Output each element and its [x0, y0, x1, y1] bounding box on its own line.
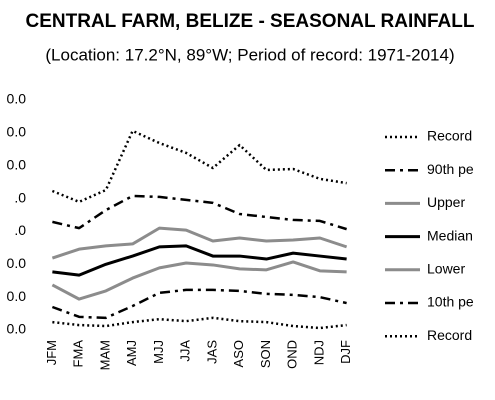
legend-label: Record: [427, 128, 472, 144]
x-tick-label: FMA: [71, 340, 86, 368]
series-line: [52, 244, 347, 277]
x-tick-label: DJF: [338, 340, 353, 364]
series-line: [51, 226, 348, 260]
series-line: [52, 194, 347, 231]
x-tick-label: JJA: [178, 340, 193, 362]
legend-label: Median: [427, 227, 473, 243]
y-tick-label: 0.0: [7, 156, 27, 172]
y-tick-label: 0.0: [7, 124, 27, 140]
series-line: [51, 129, 347, 204]
x-tick-label: JAS: [204, 340, 219, 364]
series-line: [51, 260, 347, 301]
legend-label: 10th pe: [427, 294, 474, 310]
x-tick-label: MJJ: [151, 340, 166, 364]
x-tick-label: NDJ: [311, 340, 326, 365]
legend-label: 90th pe: [427, 161, 474, 177]
y-tick-label: 0.0: [7, 288, 27, 304]
y-tick-label: 0.0: [7, 255, 27, 271]
x-tick-label: JFM: [44, 340, 59, 365]
y-tick-label: 0.0: [7, 321, 27, 337]
y-tick-label: 0.0: [7, 91, 27, 107]
chart-title: CENTRAL FARM, BELIZE - SEASONAL RAINFALL: [26, 11, 475, 32]
series-line: [52, 316, 347, 330]
x-tick-label: MAM: [97, 340, 112, 370]
series-line: [51, 288, 347, 320]
x-tick-label: OND: [285, 340, 300, 369]
legend-label: Lower: [427, 261, 465, 277]
chart-subtitle: (Location: 17.2°N, 89°W; Period of recor…: [45, 45, 454, 64]
x-tick-label: ASO: [231, 340, 246, 367]
legend-label: Upper: [427, 194, 465, 210]
legend-label: Record: [427, 327, 472, 343]
x-tick-label: AMJ: [124, 340, 139, 366]
y-tick-label: .0: [14, 189, 26, 205]
x-tick-label: SON: [258, 340, 273, 368]
y-tick-label: .0: [14, 222, 26, 238]
